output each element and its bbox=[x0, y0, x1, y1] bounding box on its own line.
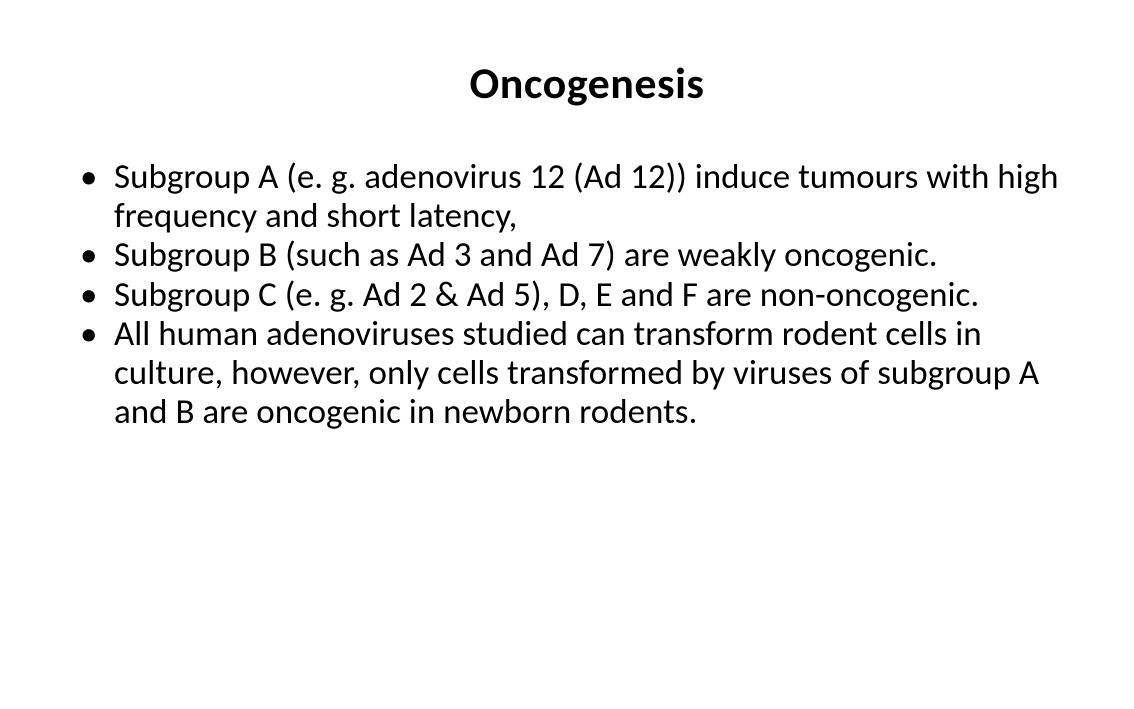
bullet-item: Subgroup A (e. g. adenovirus 12 (Ad 12))… bbox=[70, 158, 1064, 236]
bullet-list: Subgroup A (e. g. adenovirus 12 (Ad 12))… bbox=[70, 158, 1064, 432]
slide-title: Oncogenesis bbox=[70, 56, 1064, 110]
bullet-item: All human adenoviruses studied can trans… bbox=[70, 315, 1064, 433]
bullet-item: Subgroup C (e. g. Ad 2 & Ad 5), D, E and… bbox=[70, 276, 1064, 315]
bullet-item: Subgroup B (such as Ad 3 and Ad 7) are w… bbox=[70, 236, 1064, 275]
slide: Oncogenesis Subgroup A (e. g. adenovirus… bbox=[0, 0, 1134, 709]
